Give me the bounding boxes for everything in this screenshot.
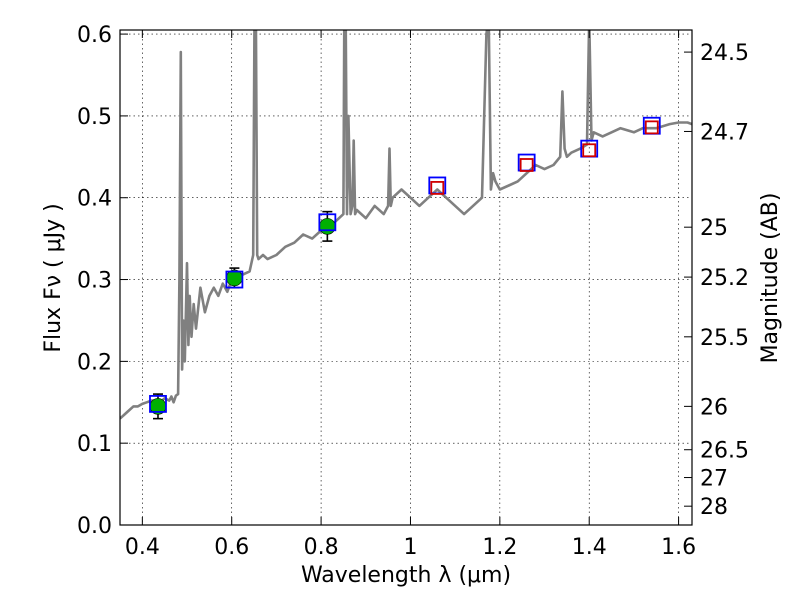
- y-tick-label: 0.6: [77, 23, 112, 48]
- y2-tick-label: 26: [700, 395, 728, 420]
- y-tick-label: 0.2: [77, 350, 112, 375]
- plot-background: [120, 30, 692, 525]
- predicted-photometry-square: [582, 143, 597, 158]
- ticks: 0.4 0.6 0.8 1 1.2 1.4 1.6 0.0 0.1 0.2 0.3 0.4 0.5 0.6…: [77, 23, 749, 560]
- y-tick-label: 0.1: [77, 432, 112, 457]
- x-axis-label: Wavelength λ (μm): [301, 563, 511, 588]
- y2-tick-label: 28: [700, 495, 728, 520]
- y-tick-label: 0.0: [77, 514, 112, 539]
- x-tick-label: 0.6: [214, 535, 249, 560]
- model-photometry-square: [318, 213, 337, 232]
- x-tick-label: 1.6: [661, 535, 696, 560]
- predicted-photometry-square: [644, 120, 659, 135]
- x-tick-label: 1: [403, 535, 417, 560]
- y-tick-label: 0.4: [77, 187, 112, 212]
- predicted-photometry-square: [430, 181, 445, 195]
- y2-tick-label: 25.2: [700, 266, 749, 291]
- y2-tick-label: 24.5: [700, 41, 749, 66]
- spectrum-line: [120, 30, 692, 420]
- data-layer: [120, 30, 692, 420]
- x-tick-label: 0.8: [304, 535, 339, 560]
- y-axis-label: Flux Fν ( μJy ): [41, 203, 66, 352]
- y2-tick-label: 26.5: [700, 439, 749, 464]
- model-photometry-square: [225, 270, 244, 289]
- y2-tick-label: 27: [700, 467, 728, 492]
- y2-tick-label: 24.7: [700, 120, 749, 145]
- x-tick-label: 0.4: [125, 535, 160, 560]
- x-tick-label: 1.4: [572, 535, 607, 560]
- x-tick-label: 1.2: [482, 535, 517, 560]
- y-tick-label: 0.5: [77, 105, 112, 130]
- y2-tick-label: 25.5: [700, 326, 749, 351]
- photometry-point: [319, 218, 336, 235]
- model-photometry-square: [149, 395, 167, 413]
- predicted-photometry-square: [519, 158, 534, 172]
- y2-axis-label: Magnitude (AB): [758, 193, 783, 364]
- y-tick-label: 0.3: [77, 269, 112, 294]
- y2-tick-label: 25: [700, 216, 728, 241]
